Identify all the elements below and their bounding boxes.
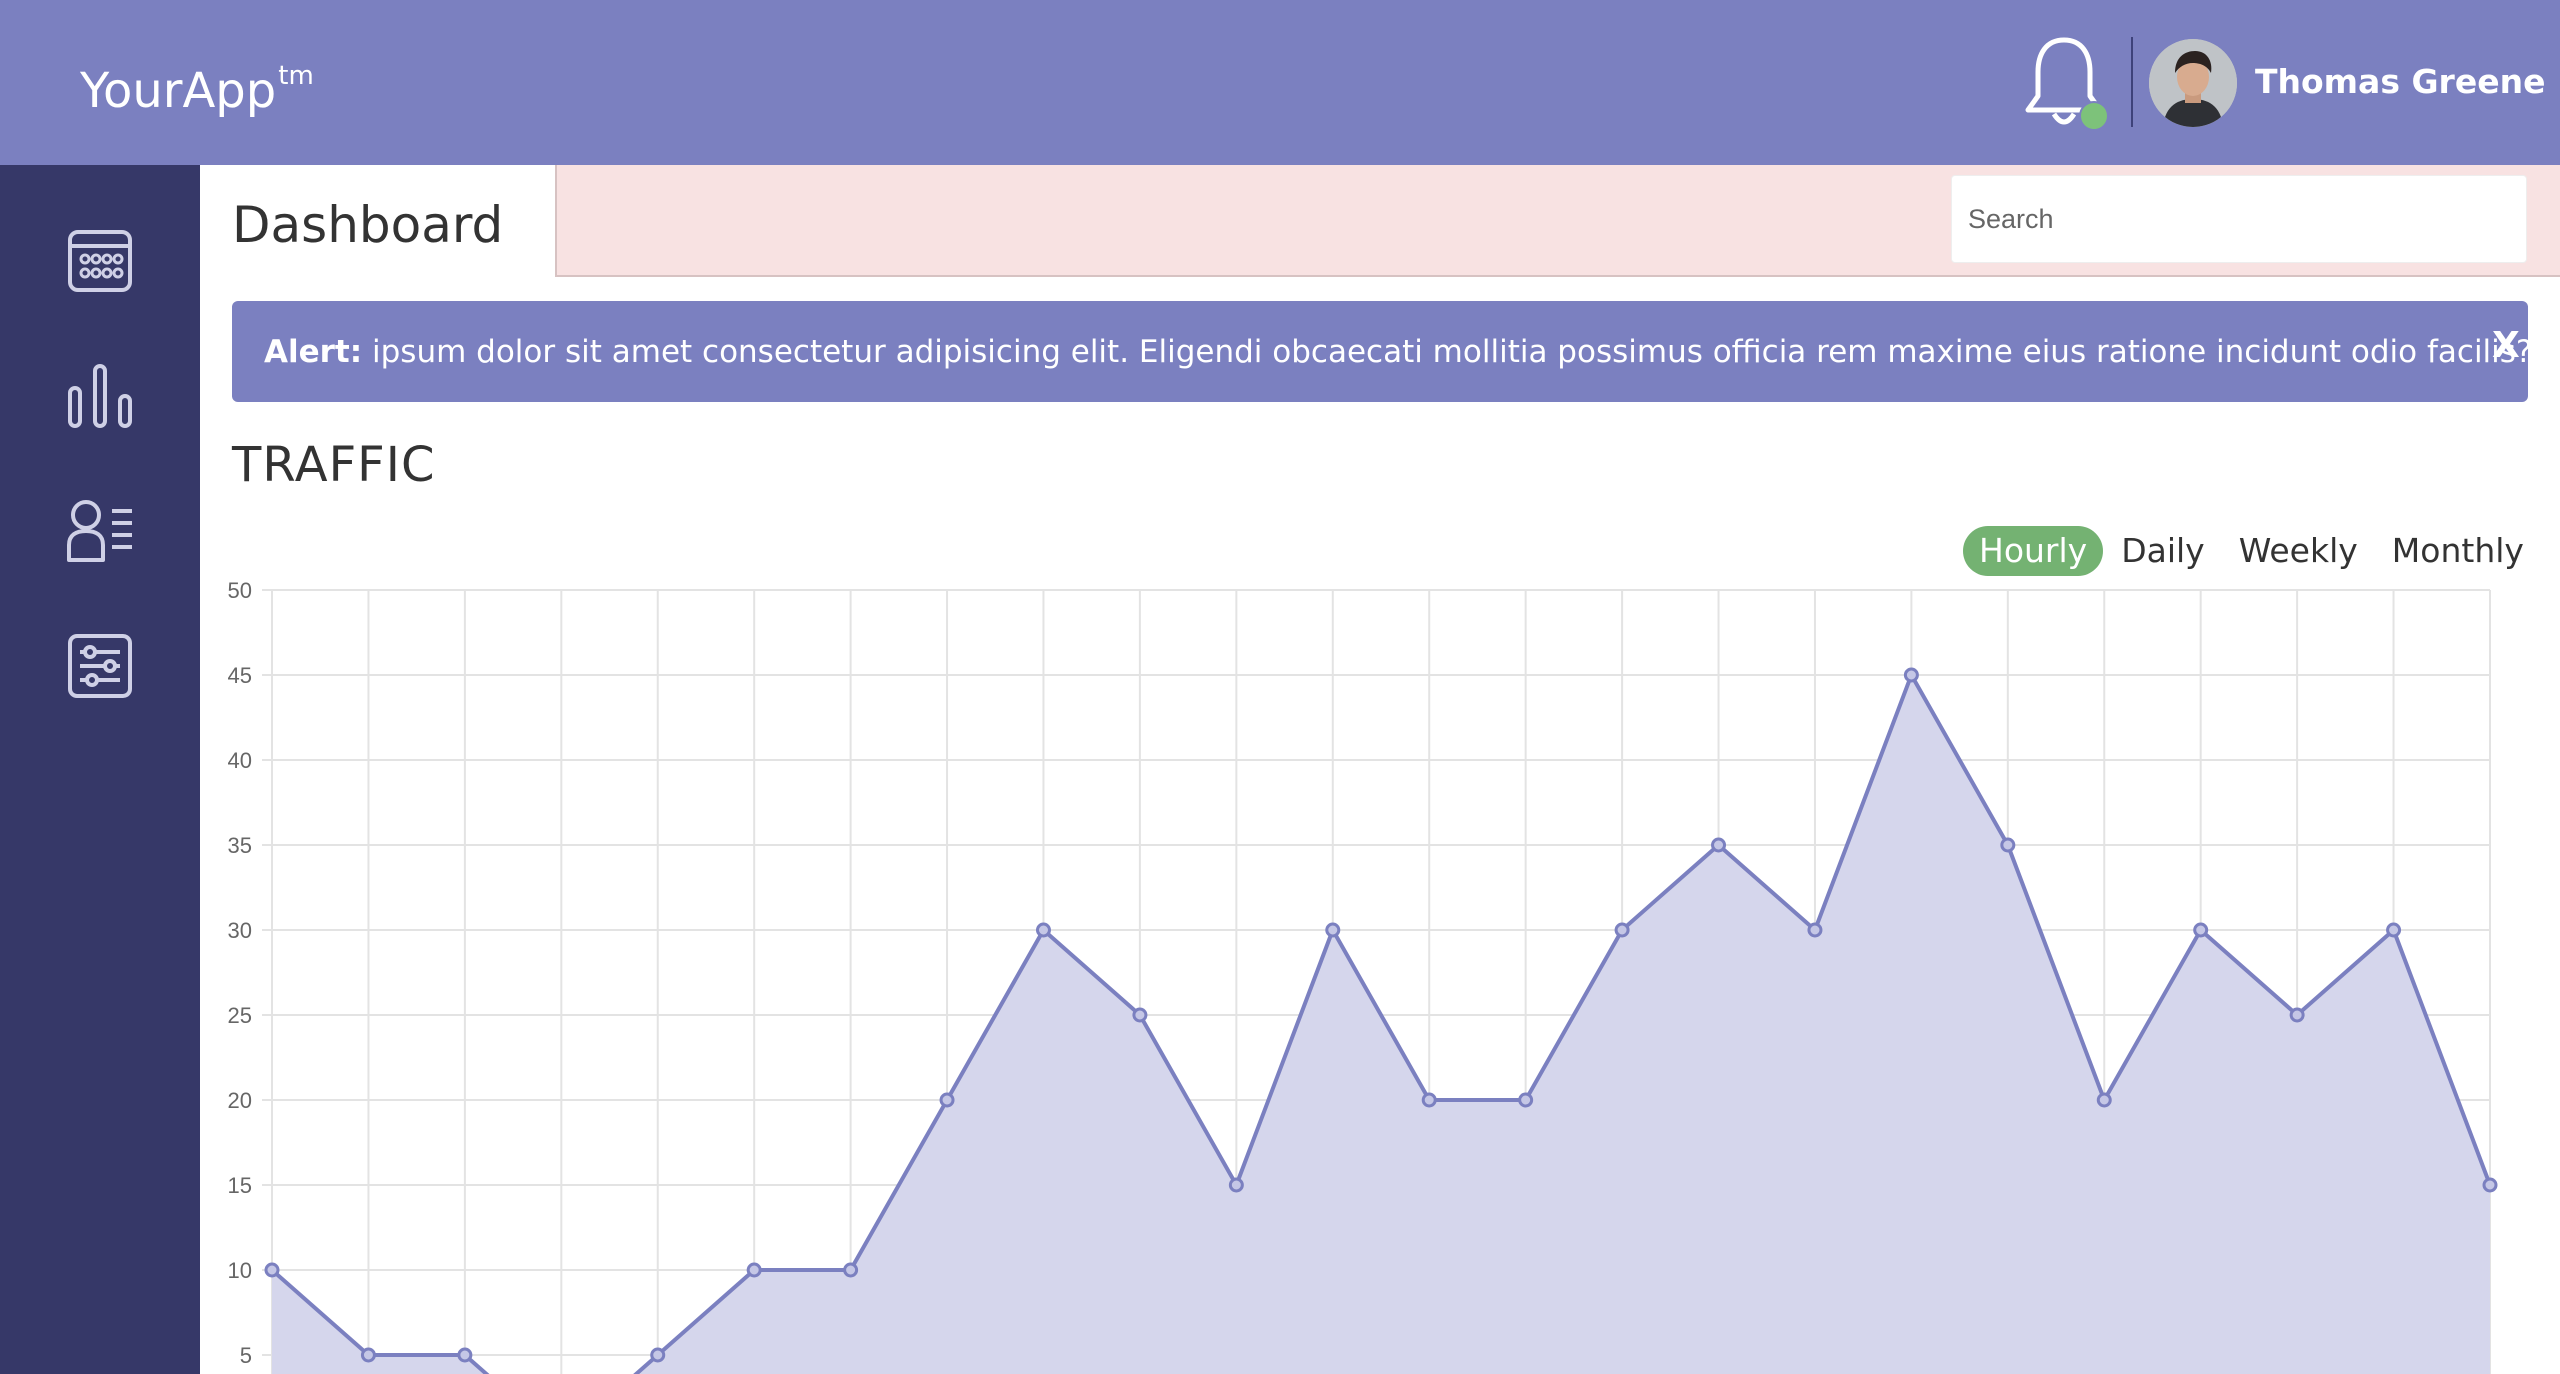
y-tick-label: 50	[228, 578, 252, 603]
data-point	[1614, 922, 1630, 938]
page-title: Dashboard	[232, 196, 504, 254]
data-point	[2000, 837, 2016, 853]
toggle-weekly[interactable]: Weekly	[2238, 531, 2358, 570]
y-tick-label: 5	[240, 1343, 252, 1368]
y-tick-label: 25	[228, 1003, 252, 1028]
toggle-daily[interactable]: Daily	[2121, 531, 2205, 570]
data-point	[2289, 1007, 2305, 1023]
data-point	[360, 1347, 376, 1363]
calendar-grid-icon[interactable]	[66, 227, 134, 295]
y-tick-label: 30	[228, 918, 252, 943]
data-point	[2482, 1177, 2498, 1193]
search-input[interactable]	[1951, 175, 2527, 263]
notification-dot	[2079, 101, 2109, 131]
data-point	[1518, 1092, 1534, 1108]
traffic-line	[270, 673, 2492, 1374]
notification-bell-icon[interactable]	[2022, 34, 2106, 130]
top-header: YourApptm Thomas Greene	[0, 0, 2560, 165]
settings-sliders-icon[interactable]	[66, 632, 134, 700]
data-point	[2193, 922, 2209, 938]
bar-chart-icon[interactable]	[66, 362, 134, 430]
y-tick-label: 45	[228, 663, 252, 688]
data-point	[457, 1347, 473, 1363]
y-tick-label: 35	[228, 833, 252, 858]
data-point	[746, 1262, 762, 1278]
alert-banner: Alert: ipsum dolor sit amet consectetur …	[232, 301, 2532, 402]
user-list-icon[interactable]	[66, 497, 134, 565]
toggle-hourly[interactable]: Hourly	[1963, 526, 2104, 576]
alert-close-button[interactable]: X	[2492, 325, 2520, 366]
data-point	[2386, 922, 2402, 938]
y-tick-label: 20	[228, 1088, 252, 1113]
data-point	[1228, 1177, 1244, 1193]
data-point	[1421, 1092, 1437, 1108]
data-point	[650, 1347, 666, 1363]
data-point	[1711, 837, 1727, 853]
data-point	[1807, 922, 1823, 938]
alert-message: ipsum dolor sit amet consectetur adipisi…	[362, 334, 2533, 370]
traffic-range-toggles: Hourly Daily Weekly Monthly	[1963, 523, 2542, 579]
data-point	[264, 1262, 280, 1278]
data-point	[1035, 922, 1051, 938]
y-tick-label: 10	[228, 1258, 252, 1283]
alert-text: Alert: ipsum dolor sit amet consectetur …	[264, 331, 2532, 373]
y-tick-label: 40	[228, 748, 252, 773]
y-tick-label: 15	[228, 1173, 252, 1198]
user-avatar[interactable]	[2149, 39, 2237, 127]
data-point	[1132, 1007, 1148, 1023]
app-logo[interactable]: YourApptm	[80, 61, 314, 119]
data-point	[1903, 667, 1919, 683]
traffic-chart: 5 10 15 20 25 30 35 40 45 50	[228, 578, 2498, 1374]
data-point	[843, 1262, 859, 1278]
data-point	[1325, 922, 1341, 938]
toggle-monthly[interactable]: Monthly	[2391, 531, 2524, 570]
data-point	[939, 1092, 955, 1108]
user-name[interactable]: Thomas Greene	[2255, 62, 2546, 101]
alert-label: Alert:	[264, 334, 363, 370]
traffic-area	[272, 675, 2490, 1374]
traffic-title: TRAFFIC	[232, 437, 436, 493]
header-divider	[2131, 37, 2133, 127]
data-point	[2096, 1092, 2112, 1108]
sidebar	[0, 165, 200, 1374]
